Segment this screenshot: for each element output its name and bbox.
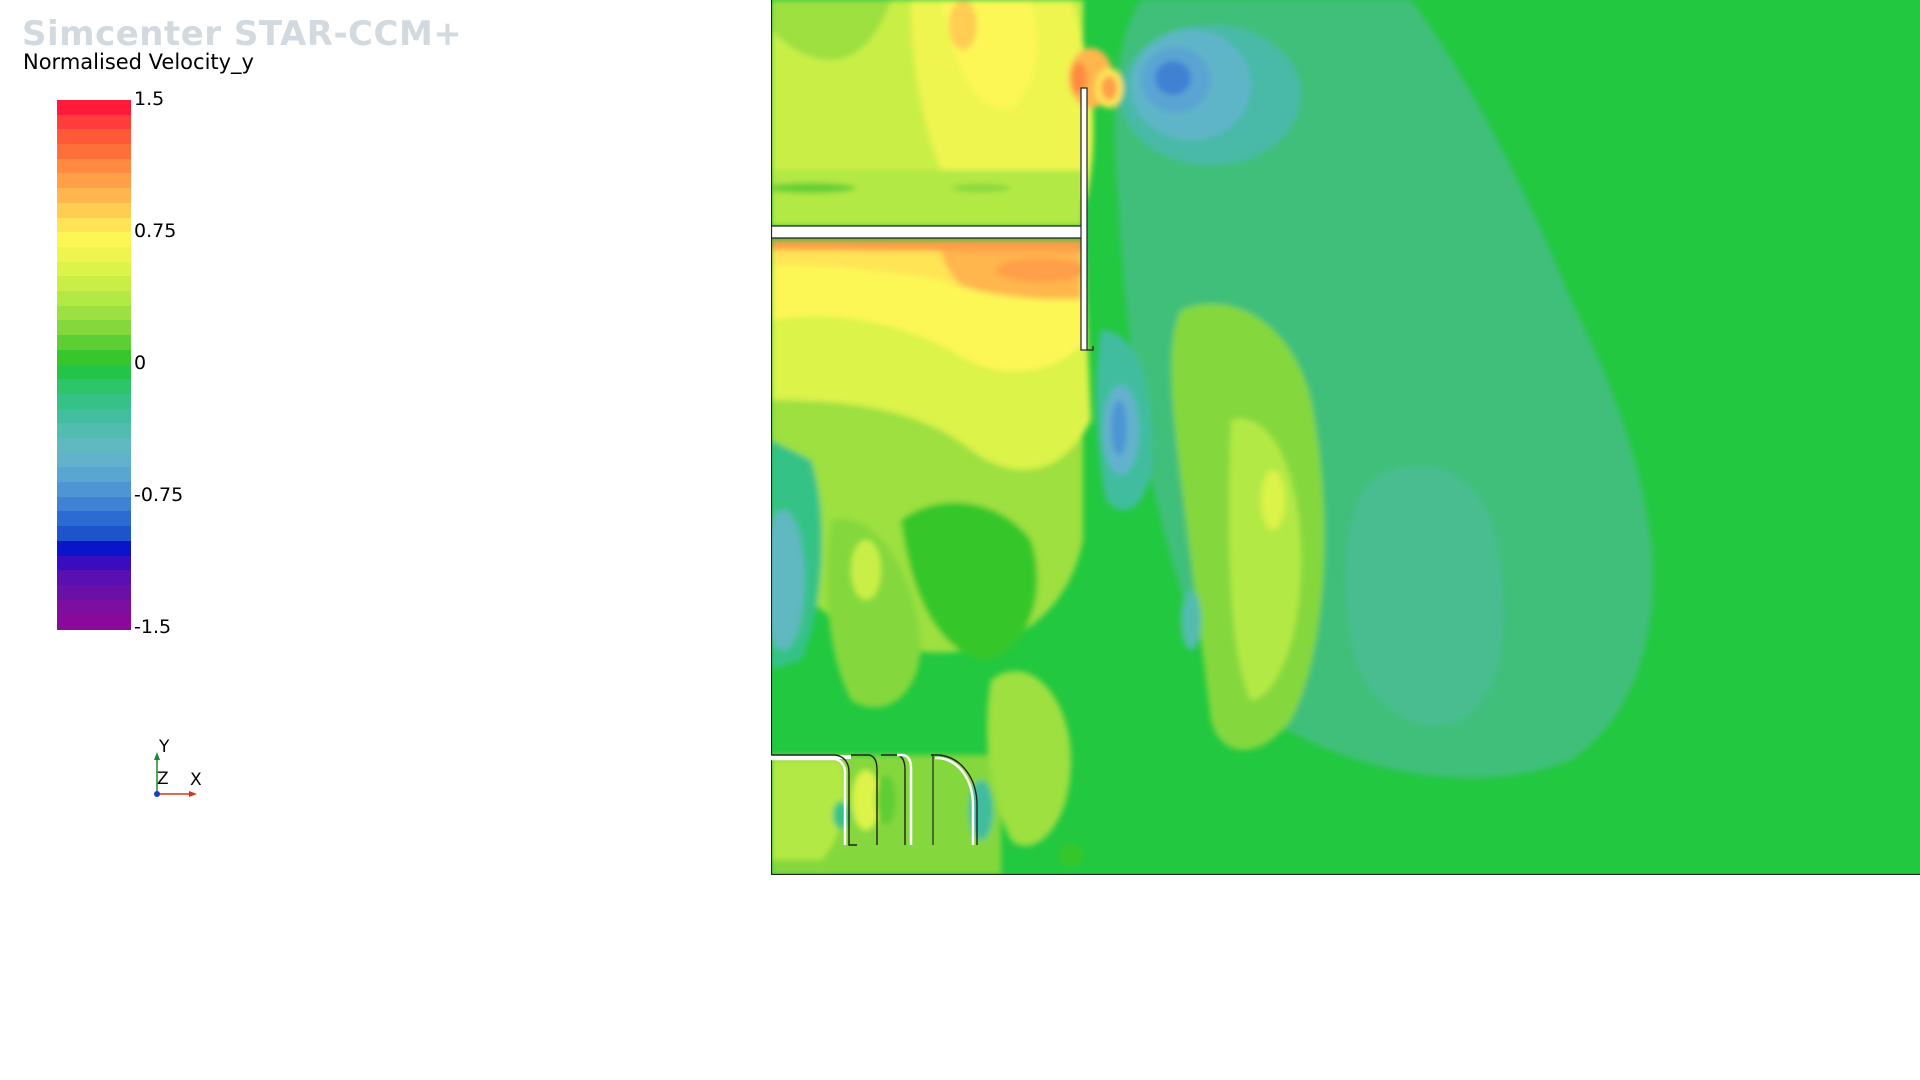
colorbar-band <box>57 364 131 380</box>
colorbar-band <box>57 423 131 439</box>
colorbar-band <box>57 496 131 513</box>
colorbar-band <box>57 276 131 292</box>
colorbar-band <box>57 526 131 542</box>
colorbar-band <box>57 467 131 483</box>
colorbar-band <box>57 232 131 248</box>
colorbar-tick-zero: 0 <box>134 352 147 374</box>
colorbar-band <box>57 584 131 601</box>
geometry-walls <box>771 0 1920 875</box>
colorbar-band <box>57 393 131 410</box>
colorbar-band <box>57 335 131 351</box>
colorbar-band <box>57 144 131 160</box>
colorbar-band <box>57 158 131 175</box>
colorbar-band <box>57 349 131 366</box>
color-bar <box>57 100 131 630</box>
colorbar-band <box>57 555 131 571</box>
colorbar-band <box>57 291 131 307</box>
axis-x-label: X <box>190 770 202 790</box>
colorbar-band <box>57 540 131 557</box>
colorbar-band <box>57 261 131 277</box>
colorbar-tick-low: -0.75 <box>134 484 184 506</box>
colorbar-band <box>57 246 131 263</box>
colorbar-band <box>57 482 131 498</box>
colorbar-tick-min: -1.5 <box>134 616 172 638</box>
colorbar-band <box>57 188 131 204</box>
colorbar-band <box>57 114 131 130</box>
colorbar-band <box>57 320 131 336</box>
colorbar-band <box>57 437 131 454</box>
colorbar-band <box>57 511 131 527</box>
contour-plot <box>771 0 1920 875</box>
contour-regions <box>771 0 1653 875</box>
colorbar-band <box>57 408 131 424</box>
colorbar-band <box>57 173 131 189</box>
axis-z-label: Z <box>157 769 169 789</box>
colorbar-band <box>57 452 131 468</box>
colorbar-band <box>57 379 131 395</box>
colorbar-band <box>57 129 131 145</box>
colorbar-band <box>57 570 131 586</box>
colorbar-band <box>57 599 131 615</box>
colorbar-band <box>57 202 131 219</box>
scalar-title: Normalised Velocity_y <box>23 50 254 74</box>
colorbar-band <box>57 100 131 116</box>
render-viewport[interactable] <box>771 0 1920 875</box>
axis-y-label: Y <box>159 737 170 757</box>
axis-triad-arrows <box>154 752 197 797</box>
colorbar-tick-max: 1.5 <box>134 88 165 110</box>
axis-triad: Y Z X <box>140 735 220 805</box>
colorbar-band <box>57 305 131 321</box>
colorbar-tick-high: 0.75 <box>134 220 177 242</box>
colorbar-band <box>57 614 131 630</box>
app-watermark: Simcenter STAR-CCM+ <box>22 14 463 54</box>
colorbar-band <box>57 217 131 233</box>
